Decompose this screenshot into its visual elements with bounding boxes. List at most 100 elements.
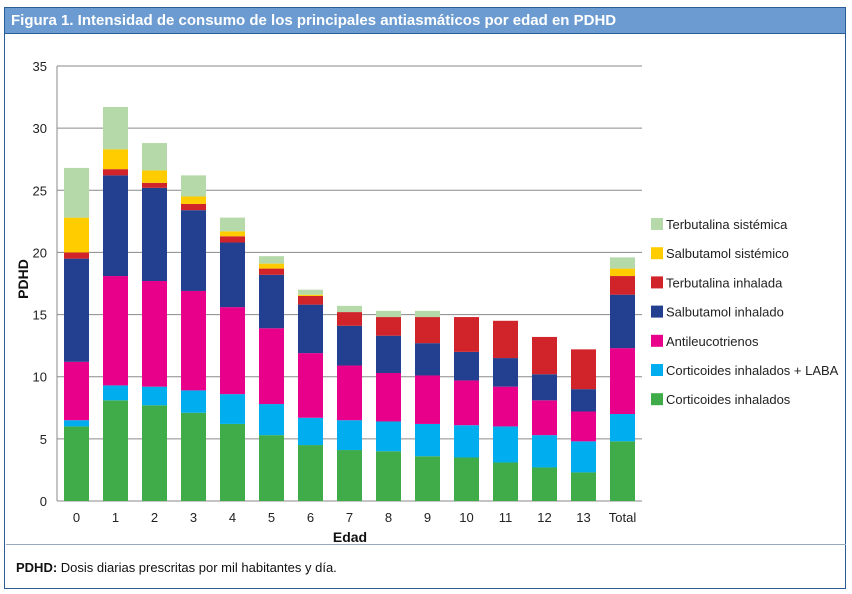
bar-segment	[337, 325, 362, 366]
bar-segment	[571, 411, 596, 442]
bar-segment	[337, 305, 362, 313]
bar-segment	[103, 400, 128, 501]
bar-segment	[415, 456, 440, 501]
bar-segment	[337, 420, 362, 451]
legend-swatch	[651, 247, 663, 260]
bar-segment	[376, 451, 401, 501]
bar-segment	[298, 445, 323, 501]
bar-segment	[64, 217, 89, 253]
legend-label: Salbutamol inhalado	[666, 305, 784, 320]
y-tick-label: 35	[33, 59, 47, 74]
bar-segment	[454, 317, 479, 352]
bar-stack-2	[142, 143, 167, 501]
x-tick-label: 1	[112, 510, 119, 525]
y-tick-label: 30	[33, 121, 47, 136]
x-tick-label: 8	[385, 510, 392, 525]
bar-segment	[181, 210, 206, 291]
x-tick-label: 11	[499, 510, 513, 525]
bar-segment	[103, 385, 128, 401]
bar-segment	[259, 404, 284, 436]
y-axis-ticks: 0 5 10 15 20 25 30 35	[33, 59, 47, 509]
legend-label: Salbutamol sistémico	[666, 246, 789, 261]
bar-stack-0	[64, 167, 89, 501]
bar-segment	[376, 310, 401, 318]
bar-segment	[259, 328, 284, 405]
legend-item: Terbutalina inhalada	[651, 275, 783, 290]
legend-label: Terbutalina sistémica	[666, 217, 788, 232]
bar-segment	[259, 268, 284, 275]
bar-segment	[220, 231, 245, 237]
bar-segment	[610, 294, 635, 349]
bar-stack-5	[259, 256, 284, 501]
y-tick-label: 25	[33, 183, 47, 198]
bar-segment	[181, 175, 206, 197]
bar-segment	[64, 258, 89, 362]
bar-segment	[337, 365, 362, 421]
bar-segment	[103, 149, 128, 170]
bar-segment	[610, 276, 635, 295]
bar-segment	[142, 170, 167, 183]
x-tick-label: 5	[268, 510, 275, 525]
legend-item: Corticoides inhalados + LABA	[651, 363, 839, 378]
bar-segment	[454, 351, 479, 381]
legend-label: Corticoides inhalados + LABA	[666, 363, 839, 378]
legend-swatch	[651, 334, 663, 347]
bar-segment	[64, 167, 89, 218]
x-tick-label: 13	[576, 510, 590, 525]
bar-segment	[103, 107, 128, 150]
x-tick-label: 4	[229, 510, 236, 525]
bar-segment	[220, 242, 245, 308]
bar-segment	[493, 358, 518, 387]
x-tick-label: 7	[346, 510, 353, 525]
bar-segment	[220, 236, 245, 243]
bar-segment	[298, 304, 323, 354]
x-tick-label: 3	[190, 510, 197, 525]
bar-segment	[571, 389, 596, 412]
y-tick-label: 5	[40, 432, 47, 447]
bar-segment	[415, 310, 440, 318]
legend-swatch	[651, 276, 663, 289]
y-tick-label: 0	[40, 494, 47, 509]
legend: Terbutalina sistémica Salbutamol sistémic…	[651, 217, 839, 407]
bar-stack-Total	[610, 257, 635, 501]
bars	[64, 107, 635, 501]
bar-segment	[376, 372, 401, 422]
bar-stack-1	[103, 107, 128, 501]
bar-segment	[142, 386, 167, 406]
footnote-term: PDHD:	[16, 560, 58, 575]
bar-segment	[454, 425, 479, 458]
bar-stack-3	[181, 175, 206, 501]
bar-segment	[415, 375, 440, 424]
bar-segment	[181, 390, 206, 413]
bar-segment	[103, 276, 128, 386]
bar-stack-12	[532, 336, 557, 501]
bar-segment	[181, 290, 206, 391]
bar-segment	[532, 435, 557, 468]
bar-segment	[571, 472, 596, 501]
bar-segment	[454, 457, 479, 501]
x-tick-label: 2	[151, 510, 158, 525]
footnote: PDHD: Dosis diarias prescritas por mil h…	[16, 560, 337, 575]
x-tick-label: 9	[424, 510, 431, 525]
bar-segment	[142, 281, 167, 387]
legend-item: Terbutalina sistémica	[651, 217, 788, 232]
bar-segment	[298, 294, 323, 296]
bar-segment	[610, 414, 635, 442]
bar-segment	[259, 435, 284, 501]
bar-segment	[493, 462, 518, 501]
x-tick-label: 10	[459, 510, 473, 525]
bar-segment	[142, 187, 167, 282]
x-axis-ticks: 0 1 2 3 4 5 6 7 8 9 10 11 12 13 Total	[73, 510, 636, 525]
bar-segment	[220, 217, 245, 232]
bar-segment	[298, 417, 323, 446]
bar-segment	[610, 257, 635, 269]
x-tick-label: 0	[73, 510, 80, 525]
bar-stack-7	[337, 305, 362, 501]
bar-segment	[220, 307, 245, 395]
bar-segment	[259, 263, 284, 269]
bar-segment	[532, 400, 557, 436]
legend-swatch	[651, 218, 663, 230]
bar-stack-6	[298, 289, 323, 501]
legend-swatch	[651, 364, 663, 376]
